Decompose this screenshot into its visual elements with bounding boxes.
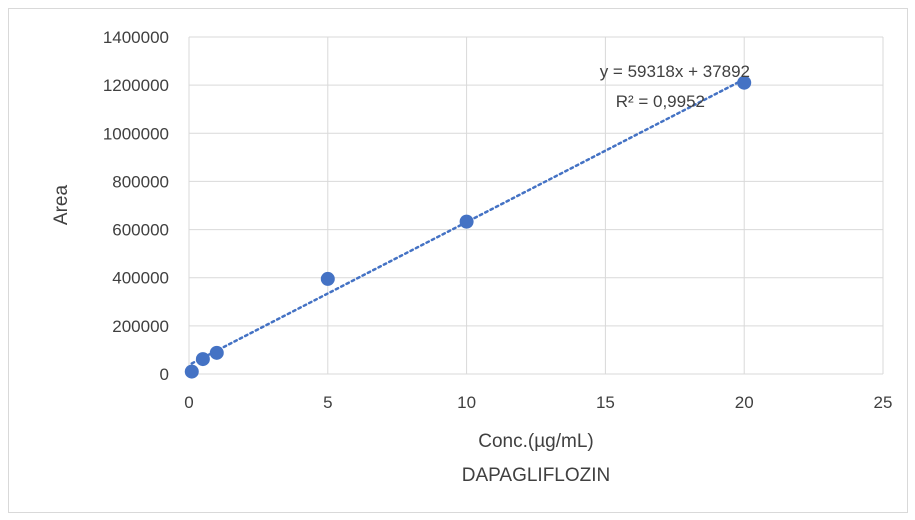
x-axis-title: Conc.(µg/mL) [478,431,593,452]
data-point [184,364,199,379]
r-squared-label: R² = 0,9952 [616,92,705,111]
x-tick-label: 15 [596,393,615,412]
x-axis-subtitle: DAPAGLIFLOZIN [462,465,611,486]
y-axis-title: Area [51,185,72,226]
gridlines [188,36,884,375]
data-point [195,352,210,367]
data-points [184,75,752,379]
data-point [209,345,224,360]
x-tick-label: 5 [323,393,332,412]
y-tick-label: 600000 [112,221,169,240]
chart-frame [8,8,908,513]
y-tick-label: 1000000 [103,124,169,143]
y-tick-label: 0 [160,365,169,384]
trendline-equation: y = 59318x + 37892 [600,62,750,81]
x-tick-labels: 0 5 10 15 20 25 [184,393,892,412]
y-tick-label: 1400000 [103,28,169,47]
trendline-group [190,78,746,365]
x-tick-label: 10 [457,393,476,412]
data-point [320,271,335,286]
y-tick-label: 400000 [112,269,169,288]
x-tick-label: 20 [735,393,754,412]
y-tick-label: 1200000 [103,76,169,95]
x-tick-label: 25 [874,393,893,412]
y-tick-label: 800000 [112,172,169,191]
data-point [737,75,752,90]
x-tick-label: 0 [184,393,193,412]
trendline [190,78,746,365]
y-tick-labels: 0 200000 400000 600000 800000 1000000 1200000 1… [103,28,169,384]
data-point [459,214,474,229]
y-tick-label: 200000 [112,317,169,336]
